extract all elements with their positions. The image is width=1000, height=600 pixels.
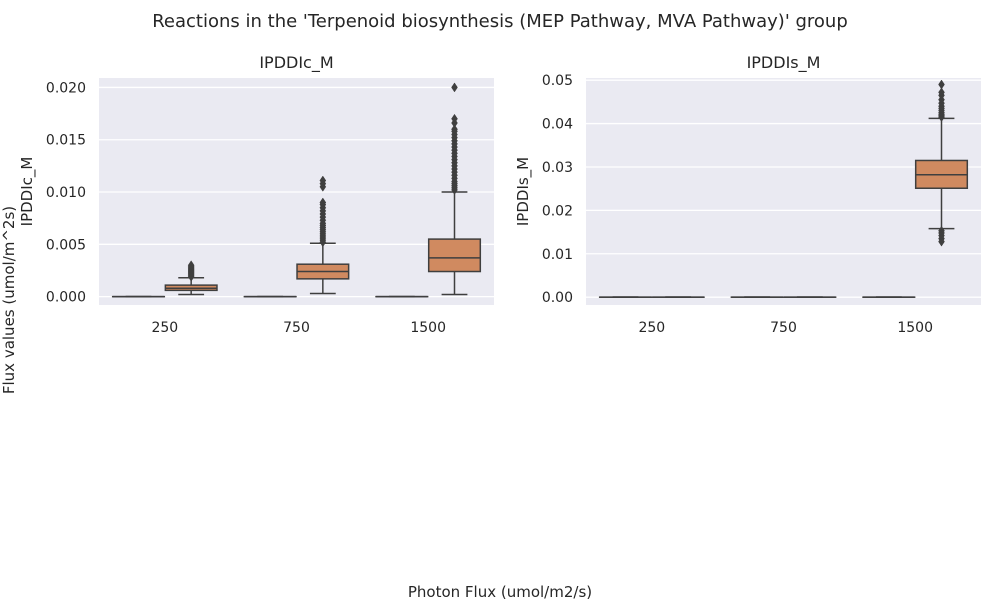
y-tick-label: 0.00 — [542, 290, 573, 306]
x-tick-label: 750 — [283, 320, 310, 336]
figure-ylabel: Flux values (umol/m^2s) — [0, 206, 18, 394]
x-tick-label: 750 — [770, 320, 797, 336]
outlier-point — [319, 197, 327, 208]
outlier-point — [938, 79, 945, 90]
y-tick-label: 0.03 — [542, 160, 573, 176]
figure-xlabel: Photon Flux (umol/m2/s) — [408, 583, 592, 600]
panel-ylabel: IPDDIs_M — [514, 157, 533, 226]
x-tick-label: 1500 — [410, 320, 446, 336]
y-tick-label: 0.04 — [542, 117, 573, 133]
panel-ylabel: IPDDIc_M — [18, 157, 37, 227]
y-tick-label: 0.02 — [542, 203, 573, 219]
panels: 0.000 0.005 0.010 0.015 0.020 250 750 1500 IPDDI… — [18, 53, 981, 336]
box-750-series-2 — [296, 175, 350, 295]
y-tick-label: 0.000 — [46, 290, 86, 306]
outlier-point — [451, 82, 458, 93]
panel-1: 0.000 0.005 0.010 0.015 0.020 250 750 1500 IPDDI… — [18, 53, 494, 336]
box-1500-series-2 — [427, 82, 482, 296]
outlier-point — [187, 260, 195, 271]
figure-title: Reactions in the 'Terpenoid biosynthesis… — [152, 11, 848, 32]
y-tick-label: 0.015 — [46, 133, 86, 149]
outlier-point — [938, 236, 945, 247]
panel-2: 0.00 0.01 0.02 0.03 0.04 0.05 250 750 1500 IPDDIs… — [514, 53, 981, 336]
outlier-point — [938, 87, 945, 98]
y-tick-label: 0.05 — [542, 73, 573, 89]
outlier-point — [319, 175, 327, 186]
outlier-point — [451, 113, 458, 124]
y-tick-label: 0.01 — [542, 247, 573, 263]
panel-title: IPDDIc_M — [259, 53, 333, 73]
box-250-series-2 — [164, 260, 218, 296]
x-tick-label: 1500 — [897, 320, 933, 336]
box-iqr — [427, 238, 482, 273]
y-tick-label: 0.020 — [46, 80, 86, 96]
box-1500-series-2 — [914, 79, 969, 247]
outlier-point — [451, 124, 458, 135]
y-tick-label: 0.005 — [46, 237, 86, 253]
x-tick-label: 250 — [151, 320, 178, 336]
panel-background — [586, 78, 981, 305]
y-tick-label: 0.010 — [46, 185, 86, 201]
panel-title: IPDDIs_M — [747, 53, 821, 73]
x-tick-label: 250 — [638, 320, 665, 336]
